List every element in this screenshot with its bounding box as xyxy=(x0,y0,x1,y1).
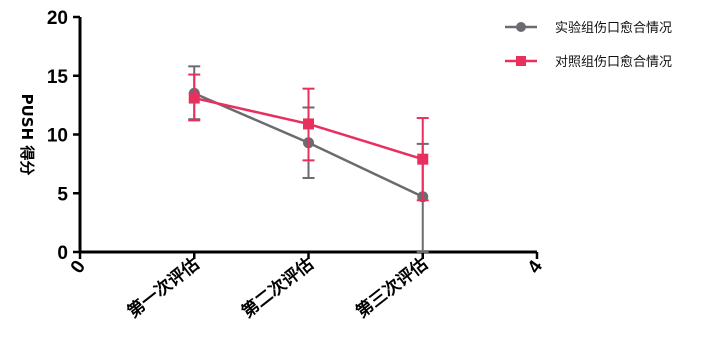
legend-marker xyxy=(516,56,526,66)
legend-marker xyxy=(516,22,526,32)
y-tick-label: 5 xyxy=(57,184,68,205)
x-tick-label: 0 xyxy=(67,257,90,278)
y-axis-label: PUSH 得分 xyxy=(18,94,36,176)
data-point xyxy=(188,92,200,104)
y-tick-label: 10 xyxy=(47,126,68,147)
data-point xyxy=(303,118,314,130)
y-tick-label: 20 xyxy=(47,8,68,29)
axes: 0 5 10 15 20 PUSH 得分 0 4 第一次评估 第二次评估 第三次评估 xyxy=(18,8,547,322)
legend-item-2: 对照组伤口愈合情况 xyxy=(505,55,672,70)
x-category-label: 第二次评估 xyxy=(238,253,318,322)
x-tick-label: 4 xyxy=(524,256,548,277)
x-category-label: 第一次评估 xyxy=(123,253,203,322)
y-tick-label: 15 xyxy=(47,67,69,88)
legend-label: 对照组伤口愈合情况 xyxy=(555,55,672,70)
x-category-label: 第三次评估 xyxy=(352,253,432,322)
data-point xyxy=(417,153,429,165)
legend-item-1: 实验组伤口愈合情况 xyxy=(505,20,672,36)
legend-label: 实验组伤口愈合情况 xyxy=(555,20,672,36)
series-layer xyxy=(188,65,429,253)
series-2 xyxy=(188,73,429,202)
y-tick-label: 0 xyxy=(57,243,68,264)
